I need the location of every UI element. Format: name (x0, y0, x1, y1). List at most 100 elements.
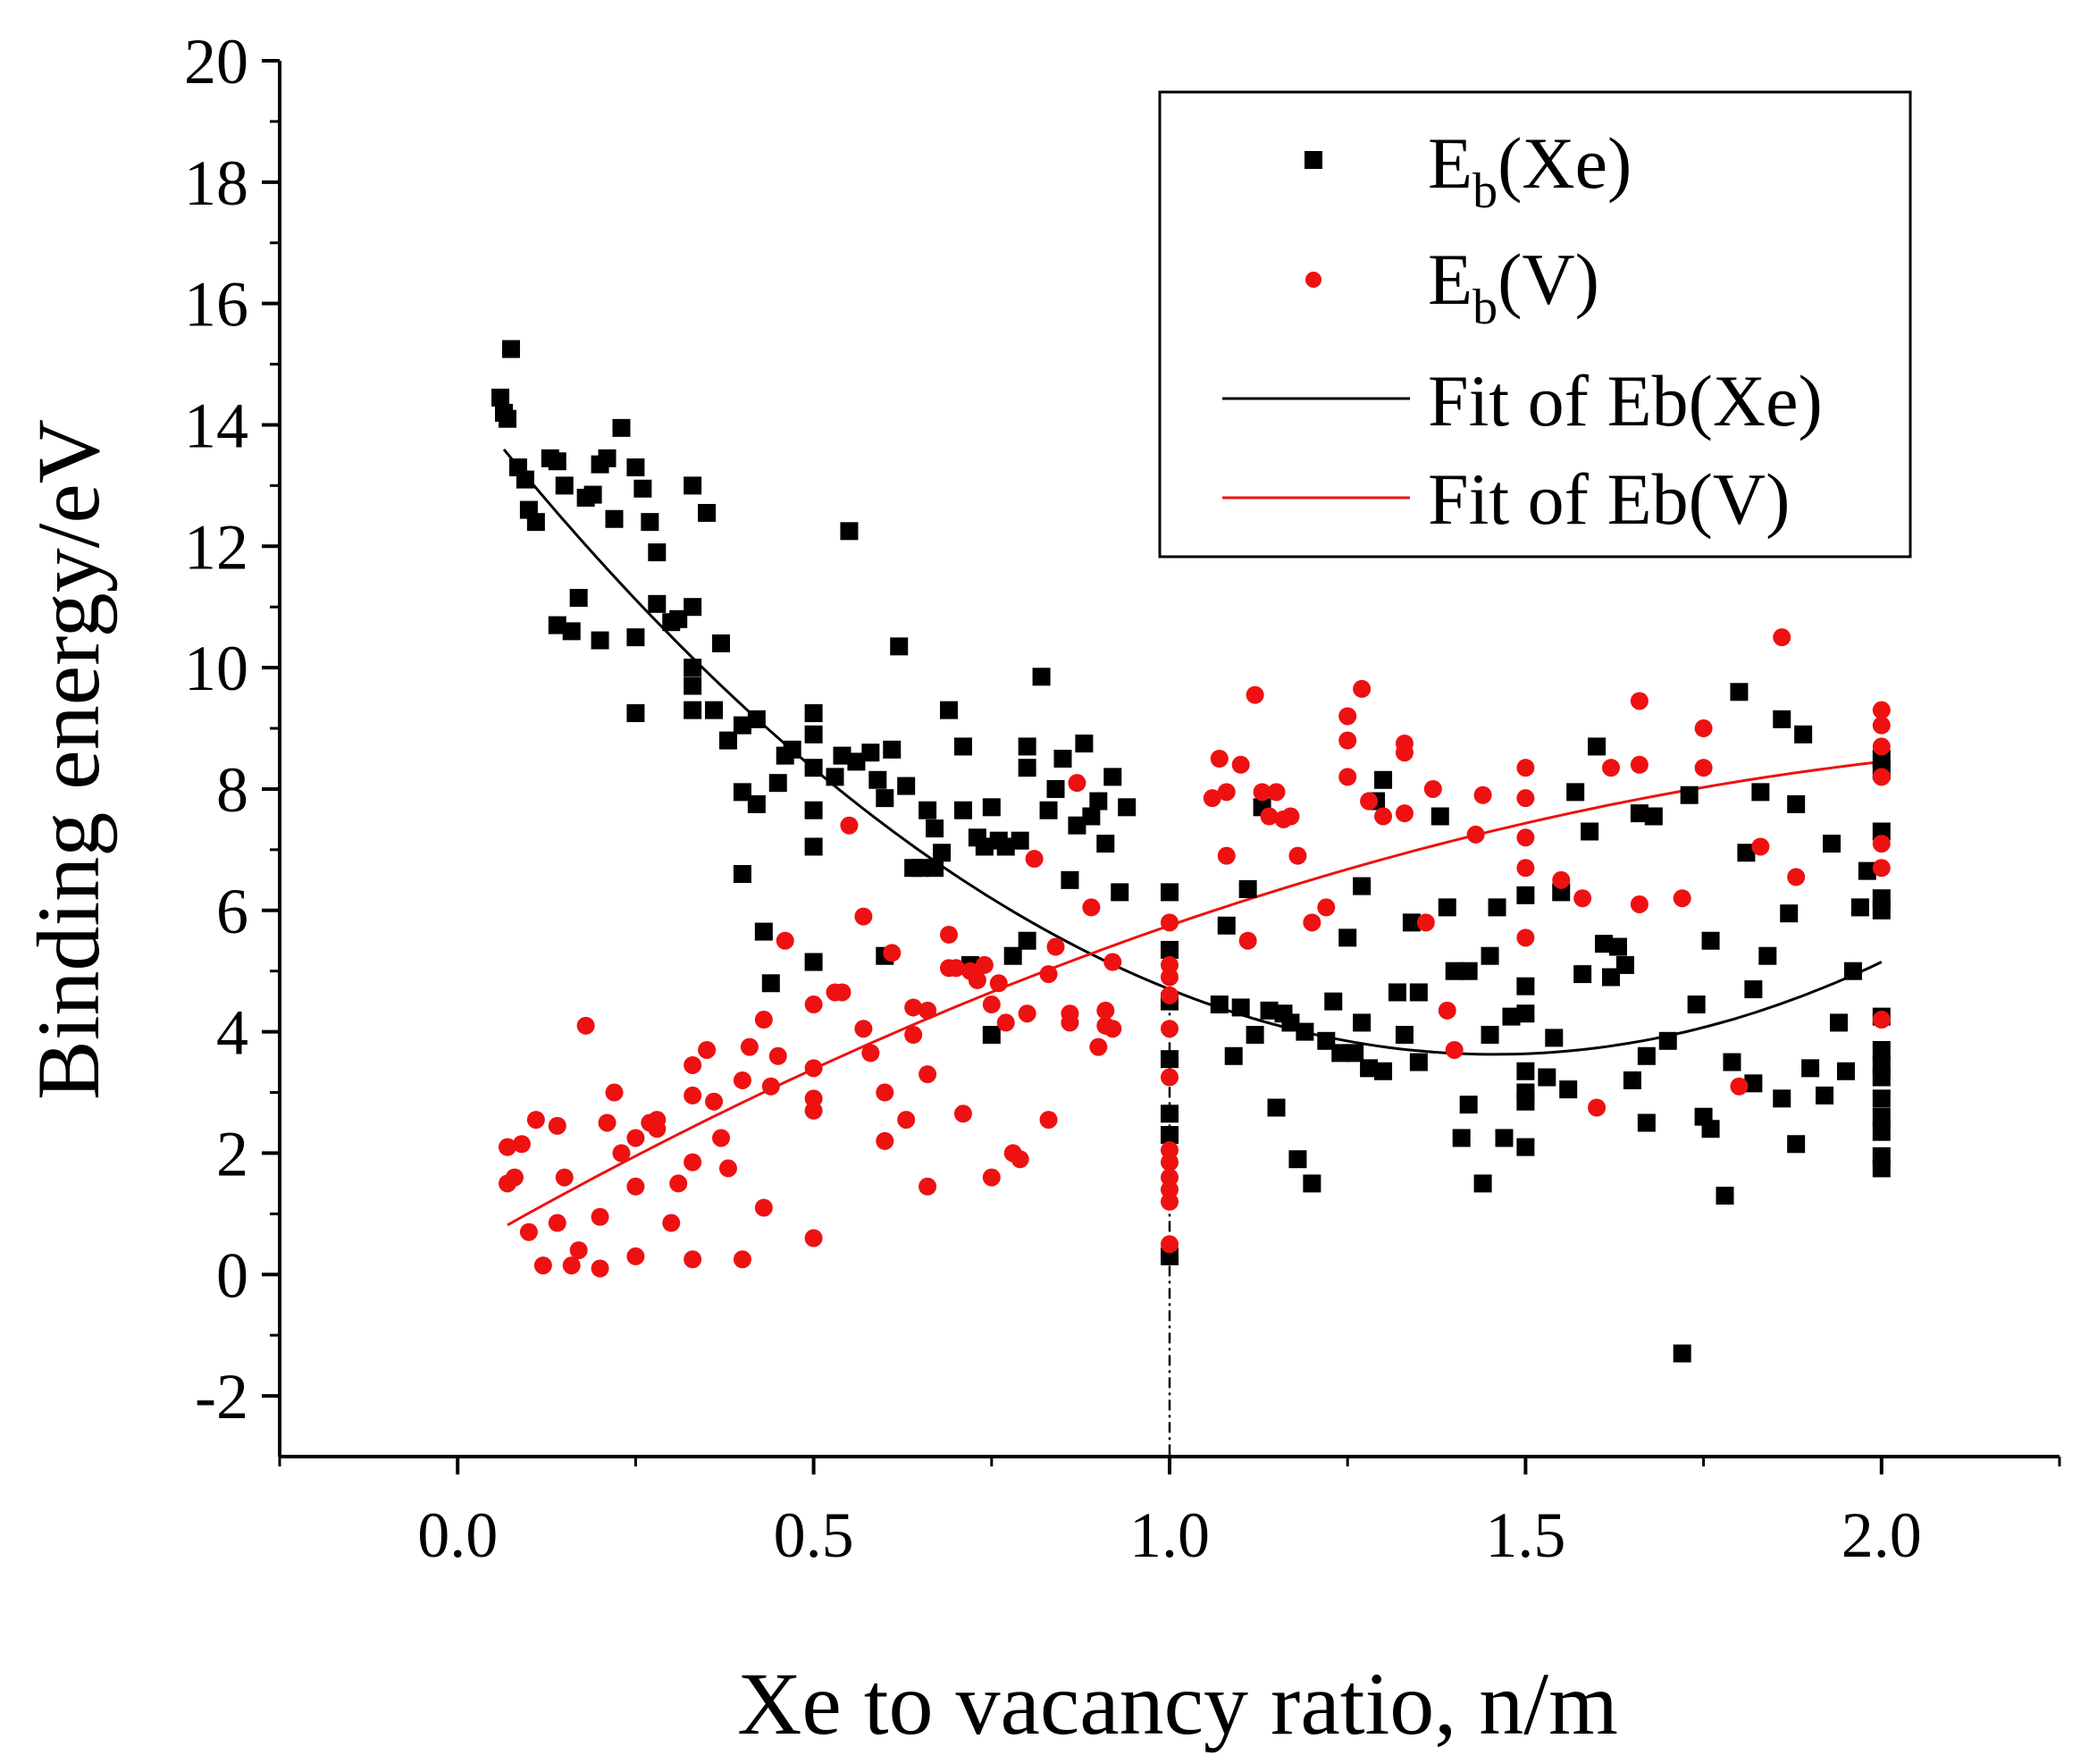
data-point-eb-v (1161, 1153, 1179, 1172)
legend: Eb(Xe) Eb(V) Fit of Eb(Xe) Fit of Eb(V) (1158, 90, 1912, 559)
data-point-eb-v (854, 1020, 873, 1038)
data-point-eb-xe (876, 789, 894, 808)
data-point-eb-xe (526, 513, 545, 532)
data-point-eb-xe (548, 452, 566, 471)
data-point-eb-xe (555, 476, 574, 495)
data-point-eb-xe (826, 768, 844, 786)
data-point-eb-v (904, 1026, 923, 1045)
data-point-eb-xe (733, 716, 751, 735)
data-point-eb-xe (1317, 1031, 1336, 1050)
data-point-eb-xe (705, 701, 724, 719)
plot-area (491, 340, 1891, 1457)
data-point-eb-v (904, 998, 923, 1017)
data-point-eb-xe (1872, 1089, 1891, 1108)
data-point-eb-v (953, 1105, 972, 1123)
data-point-eb-xe (1502, 1007, 1521, 1026)
data-point-eb-xe (1773, 1089, 1791, 1108)
y-tick-label: 6 (216, 876, 248, 947)
data-point-eb-xe (1516, 1138, 1535, 1156)
data-point-eb-xe (1409, 1053, 1428, 1071)
data-point-eb-xe (1481, 946, 1499, 965)
data-point-eb-xe (1103, 768, 1122, 786)
data-point-eb-xe (1161, 940, 1179, 959)
data-point-eb-xe (1538, 1068, 1556, 1087)
data-point-eb-xe (1516, 1092, 1535, 1111)
data-point-eb-v (946, 959, 965, 978)
data-point-eb-xe (1161, 883, 1179, 902)
data-point-eb-v (533, 1256, 552, 1275)
data-point-eb-xe (1231, 998, 1250, 1017)
data-point-eb-xe (1744, 1074, 1763, 1093)
data-point-eb-xe (1003, 946, 1022, 965)
data-point-eb-xe (733, 865, 751, 884)
data-point-eb-v (1438, 1001, 1456, 1020)
data-point-eb-xe (1061, 870, 1079, 889)
data-point-eb-xe (684, 598, 702, 617)
data-point-eb-xe (847, 752, 866, 771)
data-point-eb-v (939, 925, 958, 944)
data-point-eb-xe (1637, 1046, 1656, 1065)
data-point-eb-v (626, 1129, 645, 1147)
data-point-eb-xe (1858, 861, 1876, 880)
data-point-eb-v (989, 974, 1008, 993)
data-point-eb-v (1872, 701, 1891, 719)
legend-box (1158, 90, 1912, 559)
y-tick-label: 4 (216, 997, 248, 1069)
data-point-eb-xe (1680, 785, 1699, 804)
data-point-eb-xe (1823, 835, 1842, 853)
data-point-eb-v (1246, 685, 1264, 704)
data-point-eb-v (1281, 807, 1300, 826)
data-point-eb-xe (1210, 995, 1229, 1014)
data-point-eb-xe (1374, 770, 1393, 789)
data-point-eb-xe (1353, 877, 1372, 895)
data-point-eb-v (1516, 789, 1535, 808)
data-point-eb-v (1730, 1077, 1749, 1096)
data-point-eb-xe (982, 1026, 1001, 1045)
data-point-eb-v (1161, 1235, 1179, 1254)
data-point-eb-xe (712, 634, 731, 652)
data-point-eb-xe (1267, 1098, 1286, 1117)
data-point-eb-v (1338, 768, 1357, 786)
data-point-eb-v (1445, 1040, 1464, 1059)
data-point-eb-xe (747, 794, 766, 813)
data-point-eb-v (1161, 1020, 1179, 1038)
data-point-eb-v (519, 1222, 538, 1241)
data-point-eb-v (1061, 1013, 1079, 1032)
data-point-eb-xe (1111, 883, 1129, 902)
data-point-eb-v (840, 816, 859, 835)
data-point-eb-xe (1872, 1040, 1891, 1059)
data-point-eb-v (1395, 743, 1414, 762)
data-point-eb-xe (804, 725, 823, 743)
data-point-eb-xe (1353, 1013, 1372, 1032)
data-point-eb-xe (1637, 1113, 1656, 1132)
data-point-eb-xe (1872, 1068, 1891, 1087)
data-point-eb-v (1103, 953, 1122, 971)
data-point-eb-xe (1082, 807, 1101, 826)
data-point-eb-v (876, 1083, 894, 1102)
x-tick-label: 2.0 (1842, 1499, 1922, 1571)
fit-curve-eb-xe (502, 448, 1883, 1056)
data-point-eb-xe (761, 974, 780, 993)
data-point-eb-v (576, 1016, 595, 1035)
fit-curve-eb-v (507, 760, 1882, 1227)
data-point-eb-v (1872, 716, 1891, 735)
data-point-eb-xe (1516, 977, 1535, 995)
data-point-eb-v (1238, 931, 1257, 950)
data-point-eb-v (1231, 755, 1250, 774)
data-point-eb-v (505, 1168, 524, 1187)
legend-label-fit-xe: Fit of Eb(Xe) (1428, 360, 1823, 441)
data-point-eb-xe (1581, 822, 1599, 841)
data-point-eb-v (1630, 692, 1649, 710)
y-tick-label: 20 (184, 26, 248, 97)
y-tick-label: -2 (195, 1361, 248, 1432)
data-point-eb-xe (605, 509, 624, 528)
data-point-eb-v (1872, 859, 1891, 878)
data-point-eb-xe (953, 737, 972, 756)
data-point-eb-xe (1053, 750, 1072, 768)
data-point-eb-v (512, 1135, 531, 1154)
data-point-eb-xe (1039, 801, 1058, 819)
data-point-eb-xe (1011, 831, 1029, 850)
data-point-eb-v (1267, 783, 1286, 802)
data-point-eb-xe (633, 479, 652, 498)
